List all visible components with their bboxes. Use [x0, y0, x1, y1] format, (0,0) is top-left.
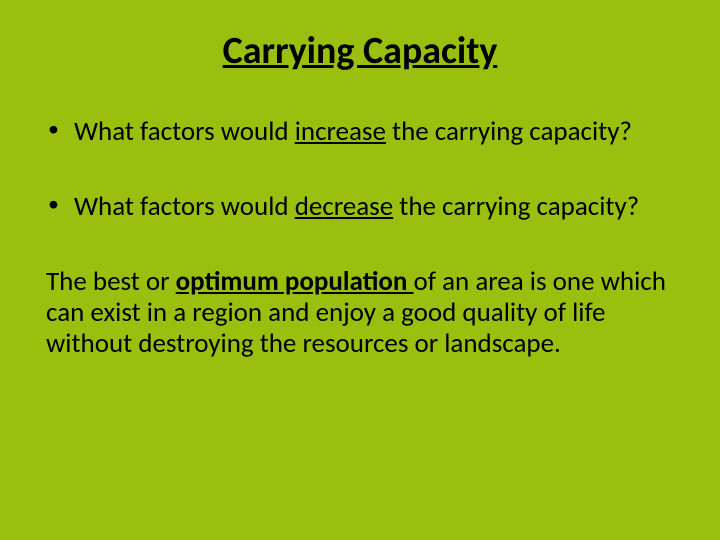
bullet-text-post: the carrying capacity? [386, 115, 632, 148]
list-item: What factors would increase the carrying… [46, 116, 680, 147]
bullet-text-post: the carrying capacity? [393, 190, 639, 223]
bullet-text-pre: What factors would [74, 115, 295, 148]
body-paragraph: The best or optimum population of an are… [46, 266, 680, 359]
bullet-keyword: increase [295, 115, 386, 148]
paragraph-seg1: The best or [46, 265, 176, 298]
list-item: What factors would decrease the carrying… [46, 191, 680, 222]
bullet-list: What factors would increase the carrying… [46, 116, 680, 222]
slide-title: Carrying Capacity [40, 28, 680, 74]
bullet-text-pre: What factors would [74, 190, 295, 223]
paragraph-keyword: optimum population [176, 265, 414, 298]
bullet-keyword: decrease [295, 190, 393, 223]
